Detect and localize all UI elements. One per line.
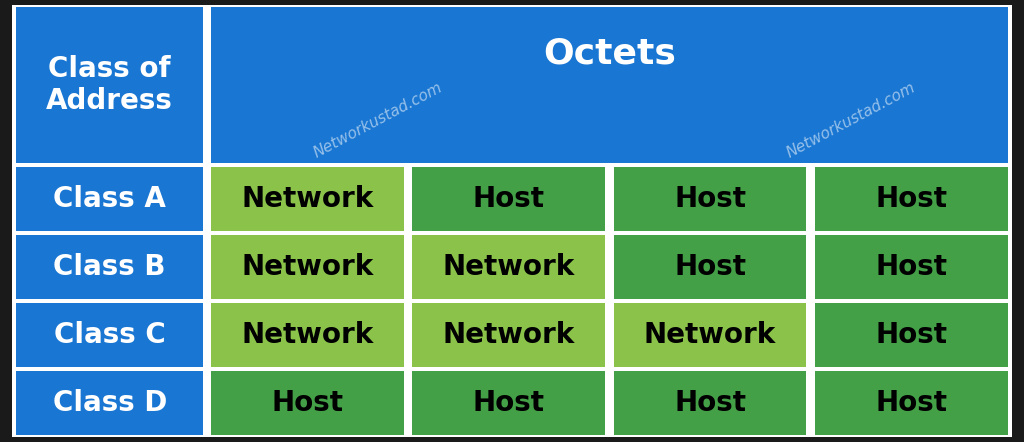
Bar [413,235,605,299]
Bar [211,303,404,367]
Bar [815,303,1008,367]
Bar [613,370,807,435]
Bar [815,235,1008,299]
Text: Network: Network [644,321,776,349]
Text: Host: Host [674,253,746,281]
Text: Network: Network [442,321,575,349]
Bar [413,303,605,367]
Bar [12,369,207,437]
Text: Host: Host [674,389,746,417]
Bar [12,5,1012,165]
Bar [211,7,1008,163]
Bar [16,7,203,163]
Bar [613,303,807,367]
Bar [815,370,1008,435]
Bar [16,303,203,367]
Bar [16,235,203,299]
Text: Class of
Address: Class of Address [46,55,173,115]
Bar [811,369,1012,437]
Text: Host: Host [473,185,545,213]
Bar [609,369,811,437]
Text: Class D: Class D [52,389,167,417]
Bar [211,167,404,231]
Bar [409,233,609,301]
Bar [12,165,207,233]
Bar [811,165,1012,233]
Bar [207,5,1012,165]
Bar [609,165,811,233]
Bar [409,165,609,233]
Bar [211,370,404,435]
Text: Octets: Octets [543,36,676,70]
Text: Network: Network [242,321,374,349]
Bar [12,233,207,301]
Bar [207,233,409,301]
Bar [609,233,811,301]
Bar [413,167,605,231]
Text: Host: Host [473,389,545,417]
Bar [409,301,609,369]
Text: Class C: Class C [54,321,166,349]
Text: Class A: Class A [53,185,166,213]
Bar [413,370,605,435]
Bar [811,301,1012,369]
Bar [207,301,409,369]
Text: Host: Host [271,389,344,417]
Text: Networkustad.com: Networkustad.com [311,80,445,160]
Text: Network: Network [242,253,374,281]
Bar [211,235,404,299]
Bar [613,167,807,231]
Text: Host: Host [674,185,746,213]
Bar [409,369,609,437]
Bar [815,167,1008,231]
Bar [12,301,207,369]
Text: Host: Host [876,185,947,213]
Bar [207,165,409,233]
Bar [16,167,203,231]
Text: Network: Network [442,253,575,281]
Text: Networkustad.com: Networkustad.com [783,80,918,160]
Text: Network: Network [242,185,374,213]
Bar [12,5,207,165]
Bar [207,369,409,437]
Text: Class B: Class B [53,253,166,281]
Text: Host: Host [876,253,947,281]
Bar [16,7,1008,163]
Bar [609,301,811,369]
Text: Host: Host [876,321,947,349]
Bar [613,235,807,299]
Bar [16,370,203,435]
Bar [811,233,1012,301]
Text: Host: Host [876,389,947,417]
